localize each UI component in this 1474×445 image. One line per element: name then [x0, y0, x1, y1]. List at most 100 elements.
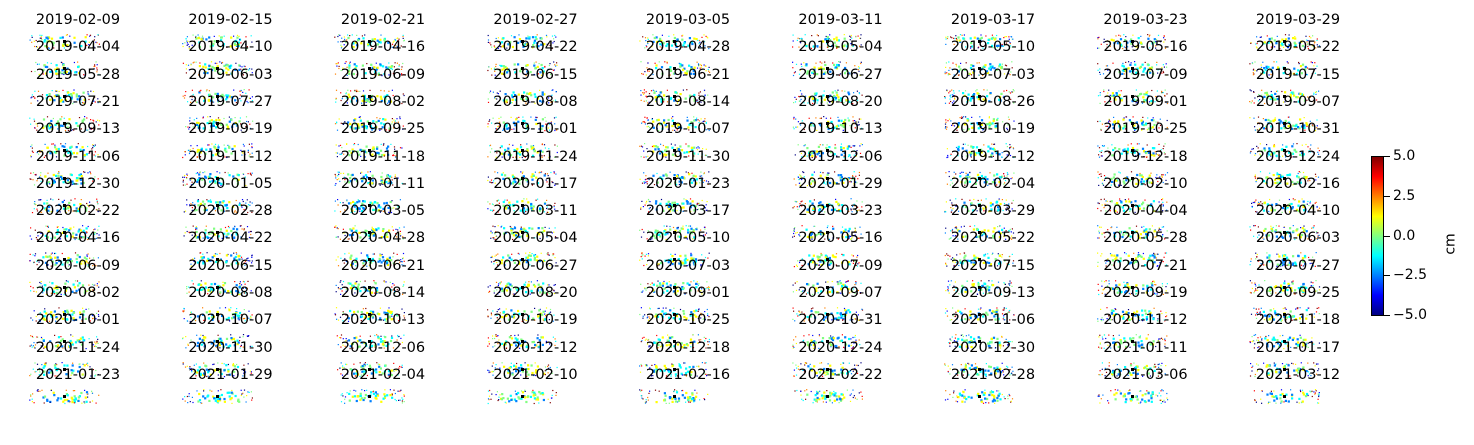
displacement-pixel — [232, 122, 235, 125]
reference-point-marker — [1130, 121, 1134, 125]
displacement-pixel — [656, 184, 658, 186]
displacement-pixel — [696, 99, 698, 101]
displacement-pixel — [239, 202, 241, 205]
displacement-pixel — [1263, 67, 1266, 70]
displacement-pixel — [809, 121, 812, 125]
displacement-pixel — [843, 68, 846, 71]
displacement-pixel — [523, 73, 525, 76]
displacement-pixel — [795, 98, 797, 100]
displacement-pixel — [387, 145, 390, 148]
displacement-pixel — [555, 116, 557, 118]
displacement-pixel — [92, 128, 94, 130]
displacement-pixel — [233, 98, 236, 101]
displacement-pixel — [241, 198, 243, 200]
displacement-pixel — [397, 40, 399, 42]
displacement-pixel — [80, 198, 82, 200]
displacement-pixel — [380, 154, 384, 157]
displacement-pixel — [349, 61, 351, 64]
displacement-pixel — [388, 229, 391, 232]
displacement-pixel — [853, 123, 855, 125]
displacement-pixel — [964, 205, 968, 208]
displacement-pixel — [392, 94, 394, 96]
displacement-pixel — [698, 121, 700, 124]
displacement-pixel — [855, 200, 857, 202]
displacement-pixel — [496, 91, 498, 94]
displacement-pixel — [646, 117, 648, 119]
displacement-pixel — [698, 202, 700, 204]
displacement-pixel — [839, 61, 841, 63]
displacement-pixel — [392, 155, 394, 157]
displacement-pixel — [1155, 64, 1157, 66]
displacement-pixel — [1102, 73, 1104, 75]
displacement-pixel — [1286, 45, 1290, 48]
displacement-pixel — [1165, 63, 1167, 65]
displacement-pixel — [1266, 203, 1269, 206]
displacement-pixel — [208, 99, 211, 102]
displacement-pixel — [340, 153, 342, 156]
displacement-pixel — [389, 100, 393, 103]
displacement-pixel — [219, 228, 222, 231]
displacement-pixel — [834, 66, 837, 69]
displacement-pixel — [1109, 177, 1113, 180]
displacement-pixel — [210, 61, 212, 63]
displacement-pixel — [676, 209, 678, 212]
displacement-pixel — [1150, 102, 1152, 104]
displacement-pixel — [510, 232, 513, 235]
displacement-map — [182, 61, 253, 76]
displacement-pixel — [1010, 146, 1012, 148]
displacement-pixel — [999, 38, 1002, 41]
displacement-pixel — [92, 147, 94, 149]
reference-point-marker — [368, 176, 371, 180]
displacement-pixel — [697, 63, 700, 65]
displacement-pixel — [487, 97, 489, 100]
displacement-pixel — [819, 66, 822, 69]
displacement-pixel — [515, 200, 518, 203]
displacement-pixel — [513, 180, 516, 183]
displacement-pixel — [1307, 40, 1309, 42]
displacement-pixel — [345, 91, 347, 93]
displacement-pixel — [705, 35, 707, 37]
panel-date-label: 2019-04-04 — [35, 39, 121, 56]
displacement-pixel — [242, 143, 244, 146]
displacement-pixel — [1280, 44, 1283, 47]
displacement-pixel — [1318, 45, 1321, 47]
displacement-pixel — [61, 116, 63, 118]
displacement-pixel — [546, 211, 548, 213]
displacement-pixel — [1158, 201, 1160, 203]
displacement-pixel — [533, 62, 535, 64]
displacement-pixel — [240, 89, 242, 91]
displacement-pixel — [205, 225, 207, 227]
displacement-pixel — [486, 179, 488, 181]
displacement-pixel — [857, 35, 859, 37]
displacement-pixel — [1123, 73, 1125, 75]
displacement-map — [30, 88, 100, 104]
displacement-pixel — [679, 65, 682, 69]
displacement-pixel — [186, 126, 189, 128]
displacement-pixel — [1103, 38, 1105, 40]
displacement-pixel — [97, 154, 99, 156]
displacement-pixel — [385, 201, 388, 204]
panel-date-label: 2019-04-16 — [340, 39, 426, 56]
displacement-pixel — [535, 61, 537, 63]
displacement-pixel — [1294, 44, 1297, 47]
displacement-pixel — [1299, 65, 1303, 68]
displacement-pixel — [226, 125, 229, 128]
displacement-pixel — [202, 237, 204, 239]
reference-point-marker — [368, 231, 371, 235]
displacement-pixel — [1121, 118, 1125, 121]
displacement-pixel — [1161, 176, 1163, 178]
displacement-pixel — [655, 64, 658, 67]
displacement-pixel — [828, 70, 831, 74]
displacement-pixel — [1295, 95, 1298, 98]
displacement-pixel — [1250, 89, 1252, 91]
displacement-pixel — [646, 200, 648, 202]
displacement-pixel — [839, 146, 842, 149]
displacement-pixel — [490, 46, 492, 48]
displacement-pixel — [497, 225, 499, 227]
displacement-pixel — [510, 116, 512, 118]
displacement-pixel — [985, 70, 989, 73]
displacement-pixel — [220, 93, 224, 96]
displacement-pixel — [1289, 95, 1292, 98]
panel-date-label: 2019-09-19 — [188, 121, 273, 138]
displacement-pixel — [36, 238, 38, 241]
